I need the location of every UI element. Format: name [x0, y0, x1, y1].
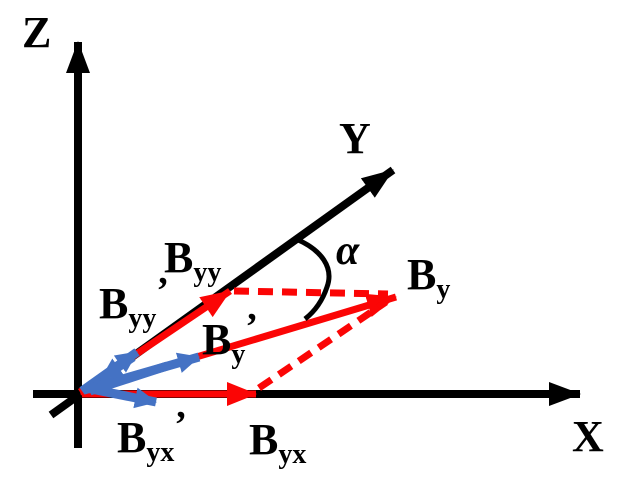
label-b-y: By [407, 250, 450, 305]
label-x: X [572, 412, 604, 461]
alpha-arc [294, 236, 332, 321]
label-b-yx-prime: Byx’ [117, 404, 187, 468]
label-b-yy: Byy [164, 233, 221, 288]
dash-byx-to-by [257, 299, 388, 391]
label-y: Y [339, 114, 371, 163]
label-z: Z [22, 8, 51, 57]
label-alpha: α [336, 228, 360, 274]
label-b-yx: Byx [249, 415, 306, 470]
label-b-y-prime: By’ [202, 306, 258, 370]
label-b-yy-prime: Byy’ [99, 270, 169, 334]
dash-byy-to-by [233, 287, 389, 298]
b-yx-prime-vector [85, 383, 157, 409]
